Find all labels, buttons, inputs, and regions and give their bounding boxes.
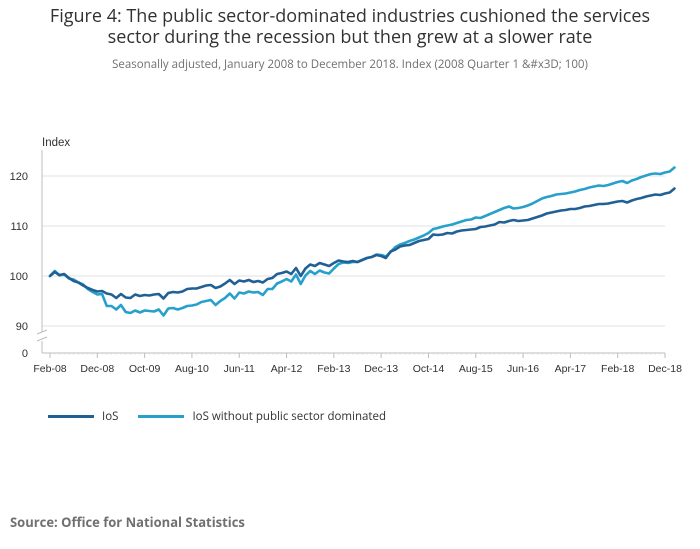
legend-item-ios[interactable]: IoS bbox=[48, 409, 118, 424]
x-tick-label-6: Feb-13 bbox=[317, 363, 350, 375]
y-axis-title: Index bbox=[42, 137, 70, 149]
x-tick-label-3: Aug-10 bbox=[175, 363, 209, 375]
x-tick-label-4: Jun-11 bbox=[224, 363, 255, 375]
legend-label-ios-without-public: IoS without public sector dominated bbox=[192, 409, 387, 424]
y-tick-label-100: 100 bbox=[10, 271, 28, 283]
x-tick-label-8: Oct-14 bbox=[413, 363, 445, 375]
chart-legend: IoS IoS without public sector dominated bbox=[48, 409, 406, 424]
legend-swatch-ios-without-public bbox=[138, 415, 185, 418]
x-tick-label-10: Jun-16 bbox=[507, 363, 539, 375]
y-axis-break-icon bbox=[36, 329, 48, 342]
x-tick-label-13: Dec-18 bbox=[648, 363, 682, 375]
y-tick-label-110: 110 bbox=[10, 221, 28, 233]
chart-title-line-1: Figure 4: The public sector-dominated in… bbox=[49, 4, 651, 28]
x-tick-label-1: Dec-08 bbox=[80, 363, 114, 375]
x-tick-label-9: Aug-15 bbox=[459, 363, 493, 375]
series-line-1 bbox=[48, 166, 676, 317]
x-tick-label-7: Dec-13 bbox=[364, 363, 398, 375]
x-tick-label-0: Feb-08 bbox=[33, 363, 66, 375]
legend-swatch-ios bbox=[48, 415, 94, 418]
x-tick-label-5: Apr-12 bbox=[271, 363, 303, 375]
legend-item-ios-without-public[interactable]: IoS without public sector dominated bbox=[138, 409, 386, 424]
x-tick-label-12: Feb-18 bbox=[601, 363, 634, 375]
source-note: Source: Office for National Statistics bbox=[10, 513, 245, 531]
chart-subtitle: Seasonally adjusted, January 2008 to Dec… bbox=[112, 57, 588, 72]
series-line-0 bbox=[48, 187, 676, 300]
chart-title: Figure 4: The public sector-dominated in… bbox=[0, 6, 700, 48]
y-tick-label-0: 0 bbox=[22, 348, 28, 360]
legend-label-ios: IoS bbox=[102, 409, 119, 424]
x-tick-label-11: Apr-17 bbox=[555, 363, 587, 375]
y-tick-label-120: 120 bbox=[10, 171, 28, 183]
x-tick-label-2: Oct-09 bbox=[129, 363, 161, 375]
chart-title-line-2: sector during the recession but then gre… bbox=[107, 25, 593, 49]
y-tick-label-90: 90 bbox=[16, 321, 28, 333]
